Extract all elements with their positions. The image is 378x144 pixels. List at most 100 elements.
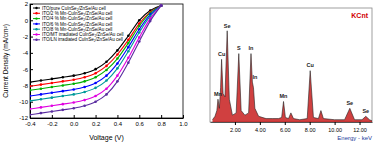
x-title: Voltage (V) xyxy=(89,134,124,142)
tick-label: 0.0 xyxy=(70,121,79,127)
series-line xyxy=(30,6,161,87)
peak-label: Cu xyxy=(218,51,225,57)
legend-swatch xyxy=(33,39,40,40)
point xyxy=(40,79,43,82)
tick-label: -0.4 xyxy=(25,121,36,127)
axis-line xyxy=(211,122,373,123)
figure: -0.4-0.20.00.20.40.60.81.0-12-10-8-6-4-2… xyxy=(0,0,378,144)
tick-mark xyxy=(161,115,162,118)
point xyxy=(160,4,163,7)
plot-frame xyxy=(30,4,183,118)
tick: 0.6 xyxy=(136,115,145,127)
series-line xyxy=(30,6,161,101)
point xyxy=(83,91,86,94)
peak-label: In xyxy=(249,45,255,51)
tick: 1.0 xyxy=(179,115,188,127)
tick: 0.8 xyxy=(157,115,166,127)
point xyxy=(116,53,119,56)
point xyxy=(116,62,119,65)
series-line xyxy=(30,6,161,91)
tick-mark xyxy=(310,122,311,125)
point xyxy=(83,104,86,107)
tick: 0.4 xyxy=(114,115,123,127)
legend-label: ITO/4 % Mn-CuInSe₂/ZnSe/Au cell xyxy=(42,16,112,21)
point xyxy=(127,42,130,45)
tick: 12.00 xyxy=(353,122,367,133)
point xyxy=(116,57,119,60)
tick-label: -2 xyxy=(23,34,29,40)
point xyxy=(105,87,108,90)
point xyxy=(51,91,54,94)
tick-label: 8.00 xyxy=(305,127,316,133)
point xyxy=(116,67,119,70)
legend-label: ITO/8 % Mn-CuInSe₂/ZnSe/Au cell xyxy=(42,27,112,32)
tick-mark xyxy=(74,115,75,118)
point xyxy=(51,78,54,81)
point xyxy=(61,76,64,79)
tick-label: 1.0 xyxy=(179,121,188,127)
point xyxy=(138,19,141,22)
point xyxy=(83,76,86,79)
point xyxy=(51,86,54,89)
point xyxy=(30,95,31,98)
legend-label: ITO/6 % Mn-CuInSe₂/ZnSe/Au cell xyxy=(42,22,112,27)
tick-mark xyxy=(285,122,286,125)
point xyxy=(51,96,54,99)
plot-frame xyxy=(210,8,372,122)
point xyxy=(116,80,119,83)
series-line xyxy=(30,6,161,115)
point xyxy=(94,82,97,85)
tick: -2 xyxy=(23,34,33,40)
tick-label: 0.6 xyxy=(136,121,145,127)
x-axis: -0.4 -0.2 0.0 0.2 0.4 0.6 0.8 1.0 xyxy=(25,115,188,127)
point xyxy=(61,84,64,87)
point xyxy=(51,110,54,113)
point xyxy=(149,20,152,23)
point xyxy=(40,106,43,109)
legend-marker xyxy=(35,17,37,19)
point xyxy=(105,79,108,82)
tick-mark xyxy=(235,122,236,125)
point xyxy=(160,4,163,7)
tick: 6.00 xyxy=(280,122,291,133)
spectrum-area xyxy=(212,31,372,122)
peak-label: Mn xyxy=(280,93,289,99)
point xyxy=(61,109,64,112)
tick-label: -6 xyxy=(23,67,29,73)
tick-mark xyxy=(30,20,33,21)
tick-mark xyxy=(139,115,140,118)
jv-chart: -0.4-0.20.00.20.40.60.81.0-12-10-8-6-4-2… xyxy=(2,1,188,142)
tick-label: -8 xyxy=(23,83,29,89)
tick-label: -10 xyxy=(19,99,28,105)
tick-label: 4.00 xyxy=(255,127,266,133)
tick: -0.2 xyxy=(47,115,58,127)
point xyxy=(116,49,119,52)
point xyxy=(138,40,141,43)
title: KCnt xyxy=(351,12,368,19)
tick: -10 xyxy=(19,99,33,105)
tick: 0.2 xyxy=(92,115,101,127)
point xyxy=(105,74,108,77)
tick: 8.00 xyxy=(305,122,316,133)
point xyxy=(40,87,43,90)
point xyxy=(94,72,97,75)
point xyxy=(72,88,75,91)
point xyxy=(127,34,130,37)
x-axis: 2.004.006.008.0010.0012.00 xyxy=(211,122,373,133)
point xyxy=(51,104,54,107)
point xyxy=(94,87,97,90)
tick-label: 12.00 xyxy=(353,127,367,133)
point xyxy=(30,108,31,111)
point xyxy=(94,100,97,103)
point xyxy=(160,4,163,7)
peak-label: Se xyxy=(346,100,353,106)
peak-label: Cu xyxy=(307,62,314,68)
point xyxy=(72,78,75,81)
tick-label: 2 xyxy=(25,1,29,7)
point xyxy=(160,4,163,7)
legend-marker xyxy=(35,39,37,41)
tick-mark xyxy=(360,122,361,125)
tick-label: 2.00 xyxy=(230,127,241,133)
tick: 2 xyxy=(25,1,33,7)
tick: 4.00 xyxy=(255,122,266,133)
